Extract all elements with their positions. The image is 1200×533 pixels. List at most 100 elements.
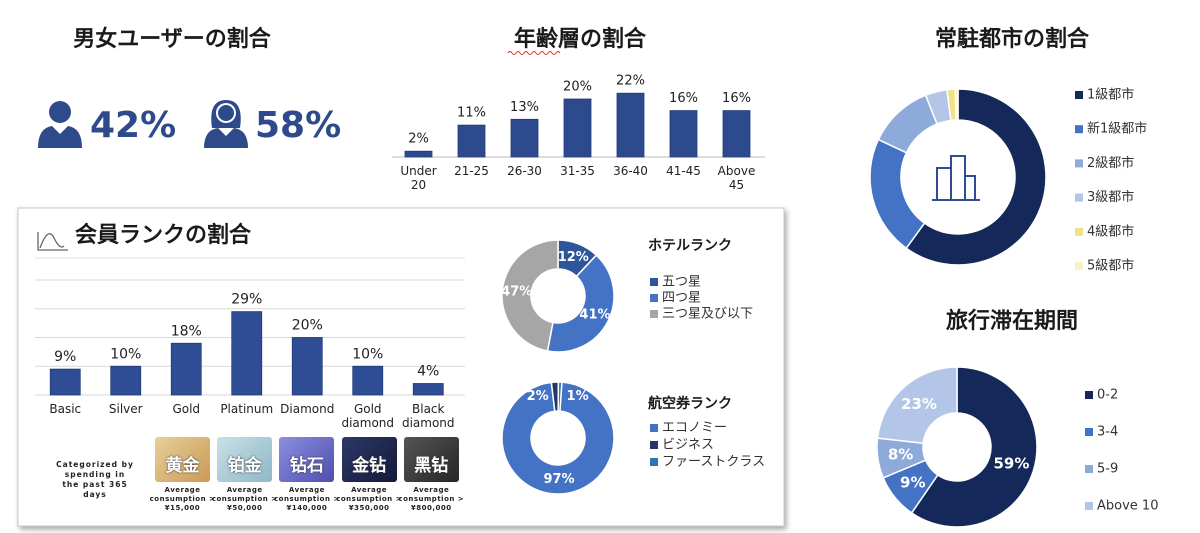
value-label: 41% — [579, 307, 610, 322]
x-tick-label: Under 20 — [400, 164, 437, 192]
bar — [563, 98, 592, 158]
chart-title: 年齢層の割合 — [514, 26, 647, 52]
value-label: 1% — [567, 389, 589, 404]
donut-slice — [905, 88, 1047, 266]
tier-spend: Average consumption > ¥15,000 — [149, 486, 216, 512]
value-label: 2% — [408, 132, 429, 147]
tier-spend: Average consumption > ¥140,000 — [274, 486, 340, 512]
chart-icon — [37, 232, 68, 251]
legend-label: 4級都市 — [1087, 223, 1134, 239]
female-share: 58% — [255, 105, 341, 146]
legend-label: 1級都市 — [1087, 87, 1134, 103]
bar — [170, 342, 202, 396]
value-label: 20% — [563, 80, 592, 95]
legend-label: 五つ星 — [662, 275, 701, 290]
male-share: 42% — [90, 105, 176, 146]
bar — [457, 124, 486, 158]
legend-label: 3-4 — [1097, 425, 1118, 440]
legend-label: エコノミー — [662, 421, 727, 436]
x-tick-label: Platinum — [220, 402, 274, 416]
legend-label: 三つ星及び以下 — [662, 307, 753, 322]
legend-label: ファーストクラス — [662, 455, 765, 470]
tier-name: 黄金 — [165, 456, 200, 476]
value-label: 10% — [110, 346, 141, 362]
male-icon — [38, 101, 82, 148]
x-tick-label: Gold diamond — [341, 402, 395, 430]
city-icon — [932, 155, 980, 201]
donut-slice — [910, 366, 1038, 528]
chart-title: 常駐都市の割合 — [935, 26, 1090, 52]
legend-swatch — [650, 310, 658, 318]
value-label: 20% — [292, 318, 323, 334]
value-label: 18% — [171, 323, 202, 339]
value-label: 59% — [993, 454, 1029, 472]
legend-label: 新1級都市 — [1087, 121, 1147, 137]
value-label: 10% — [352, 346, 383, 362]
value-label: 47% — [501, 285, 532, 300]
value-label: 22% — [616, 74, 645, 89]
chart-title: 旅行滞在期間 — [946, 308, 1078, 334]
bar — [352, 365, 384, 396]
legend-label: 3級都市 — [1087, 189, 1134, 205]
bar — [616, 92, 645, 158]
legend-swatch — [1075, 227, 1083, 236]
legend-swatch — [1085, 465, 1093, 473]
chart-title: 会員ランクの割合 — [75, 222, 252, 248]
value-label: 23% — [901, 395, 937, 413]
legend-swatch — [1075, 125, 1083, 134]
female-icon — [204, 100, 248, 148]
donut-slice — [869, 138, 926, 250]
value-label: 8% — [888, 446, 913, 464]
donut-slice — [501, 239, 559, 352]
chart-title: ホテルランク — [648, 238, 732, 254]
chart-title: 航空券ランク — [648, 395, 732, 412]
tier-name: 铂金 — [227, 456, 262, 476]
donut-slice — [546, 254, 615, 353]
tier-card — [403, 437, 459, 482]
legend-swatch — [1085, 502, 1093, 510]
legend-label: Above 10 — [1097, 499, 1158, 514]
bar — [722, 110, 751, 158]
x-tick-label: 26-30 — [507, 164, 542, 178]
value-label: 97% — [543, 472, 574, 487]
value-label: 12% — [558, 250, 589, 265]
value-label: 13% — [510, 100, 539, 115]
tier-name: 钻石 — [289, 456, 324, 476]
x-tick-label: 36-40 — [613, 164, 648, 178]
x-tick-label: 21-25 — [454, 164, 489, 178]
bar — [404, 150, 433, 158]
legend-label: 2級都市 — [1087, 155, 1134, 171]
legend-swatch — [650, 441, 658, 449]
member-panel — [17, 207, 785, 527]
tier-spend: Average consumption > ¥350,000 — [336, 486, 402, 512]
legend-swatch — [650, 424, 658, 432]
legend-swatch — [650, 278, 658, 286]
legend-swatch — [1075, 159, 1083, 168]
donut-slice — [876, 366, 958, 445]
donut-slice — [501, 381, 615, 495]
legend-swatch — [1075, 91, 1083, 99]
bar — [669, 110, 698, 158]
x-tick-label: Diamond — [280, 402, 335, 416]
x-tick-label: Black diamond — [401, 402, 455, 430]
tier-note: Categorized by spending in the past 365 … — [56, 460, 134, 499]
legend-swatch — [1085, 428, 1093, 436]
value-label: 16% — [722, 91, 751, 106]
legend-label: 0-2 — [1097, 388, 1118, 403]
tier-spend: Average consumption > ¥50,000 — [211, 486, 278, 512]
x-tick-label: Silver — [108, 402, 143, 416]
tier-name: 金钻 — [352, 456, 387, 476]
legend-swatch — [1075, 262, 1083, 270]
x-tick-label: 41-45 — [666, 164, 701, 178]
x-tick-label: Basic — [49, 402, 82, 416]
gender-title: 男女ユーザーの割合 — [73, 26, 272, 52]
bar — [510, 118, 539, 158]
tier-spend: Average consumption > ¥800,000 — [398, 486, 465, 512]
legend-label: ビジネス — [662, 438, 714, 453]
value-label: 9% — [900, 473, 925, 491]
legend-label: 5級都市 — [1087, 258, 1134, 274]
legend-swatch — [650, 458, 658, 466]
value-label: 9% — [54, 349, 76, 365]
